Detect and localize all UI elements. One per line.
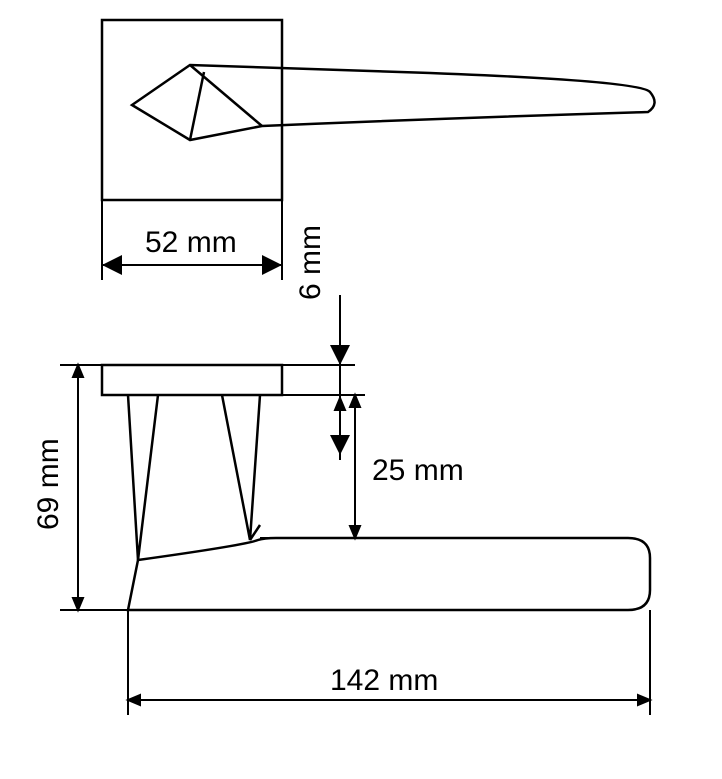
- dim-142mm-label: 142 mm: [330, 664, 438, 697]
- dim-52mm-label: 52 mm: [145, 226, 237, 259]
- top-plate: [102, 20, 282, 200]
- side-plate: [102, 365, 282, 395]
- dim-142mm: [128, 610, 650, 715]
- dim-69mm-label: 69 mm: [32, 438, 65, 530]
- dim-25mm-label: 25 mm: [372, 454, 464, 487]
- top-lever-outline: [132, 65, 655, 140]
- dim-6mm: [282, 295, 355, 455]
- side-lever-body: [128, 538, 650, 610]
- dim-6mm-label: 6 mm: [294, 225, 327, 300]
- dim-25mm: [260, 395, 370, 538]
- technical-drawing: 52 mm 6 mm: [0, 0, 722, 779]
- side-view: [102, 365, 650, 610]
- dim-69mm: [60, 365, 130, 610]
- side-post-left: [128, 395, 158, 560]
- side-post-right: [222, 395, 260, 540]
- top-view: [102, 20, 655, 200]
